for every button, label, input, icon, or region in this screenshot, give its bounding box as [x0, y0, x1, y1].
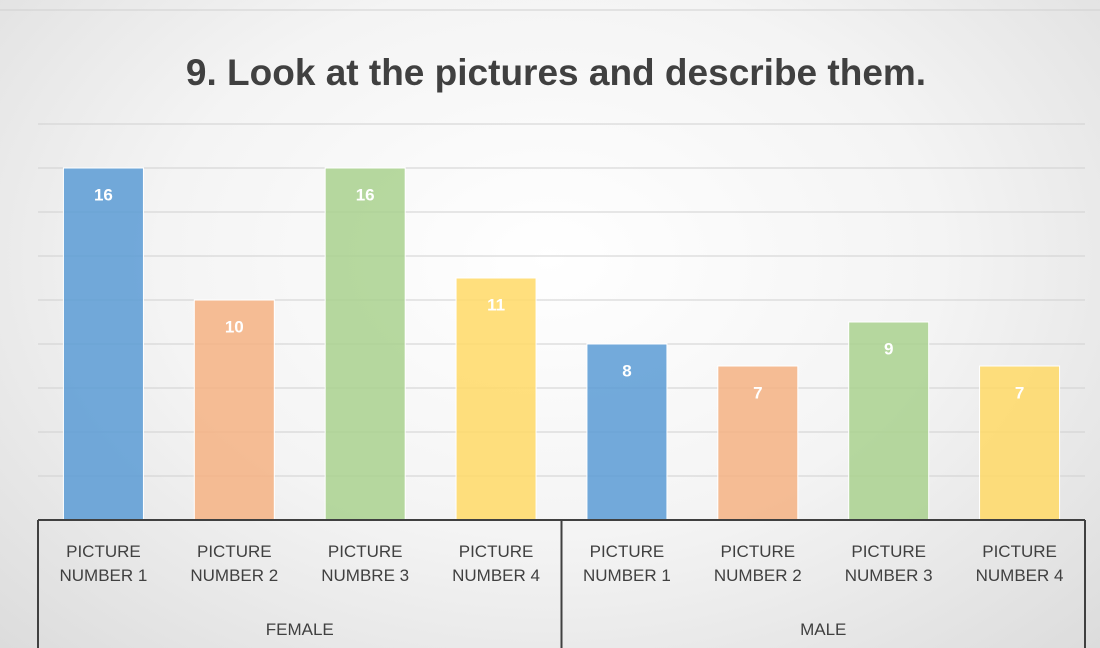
x-tick-label: PICTURE NUMBRE 3 [321, 542, 410, 585]
data-label: 7 [1015, 383, 1024, 402]
x-tick-label: PICTURE NUMBER 2 [713, 542, 802, 585]
x-tick-label: PICTURE NUMBER 3 [844, 542, 933, 585]
data-label: 16 [356, 185, 375, 204]
bar [586, 343, 668, 521]
data-label: 8 [622, 361, 631, 380]
group-label: FEMALE [265, 620, 334, 639]
x-tick-label: PICTURE NUMBER 4 [452, 542, 540, 585]
data-label: 11 [487, 295, 505, 314]
bar [848, 321, 930, 521]
data-label: 7 [753, 383, 762, 402]
x-tick-label: PICTURE NUMBER 1 [59, 542, 148, 585]
bar [62, 167, 144, 521]
x-tick-label: PICTURE NUMBER 2 [190, 542, 279, 585]
x-tick-label: PICTURE NUMBER 1 [583, 542, 671, 585]
data-label: 10 [225, 317, 244, 336]
bar [979, 365, 1061, 521]
bar [455, 277, 537, 521]
bar [324, 167, 406, 521]
data-label: 9 [884, 339, 893, 358]
group-label: MALE [800, 620, 847, 639]
x-tick-label: PICTURE NUMBER 4 [975, 542, 1064, 585]
data-label: 16 [94, 185, 113, 204]
chart-title: 9. Look at the pictures and describe the… [186, 52, 926, 93]
bar [193, 299, 275, 521]
